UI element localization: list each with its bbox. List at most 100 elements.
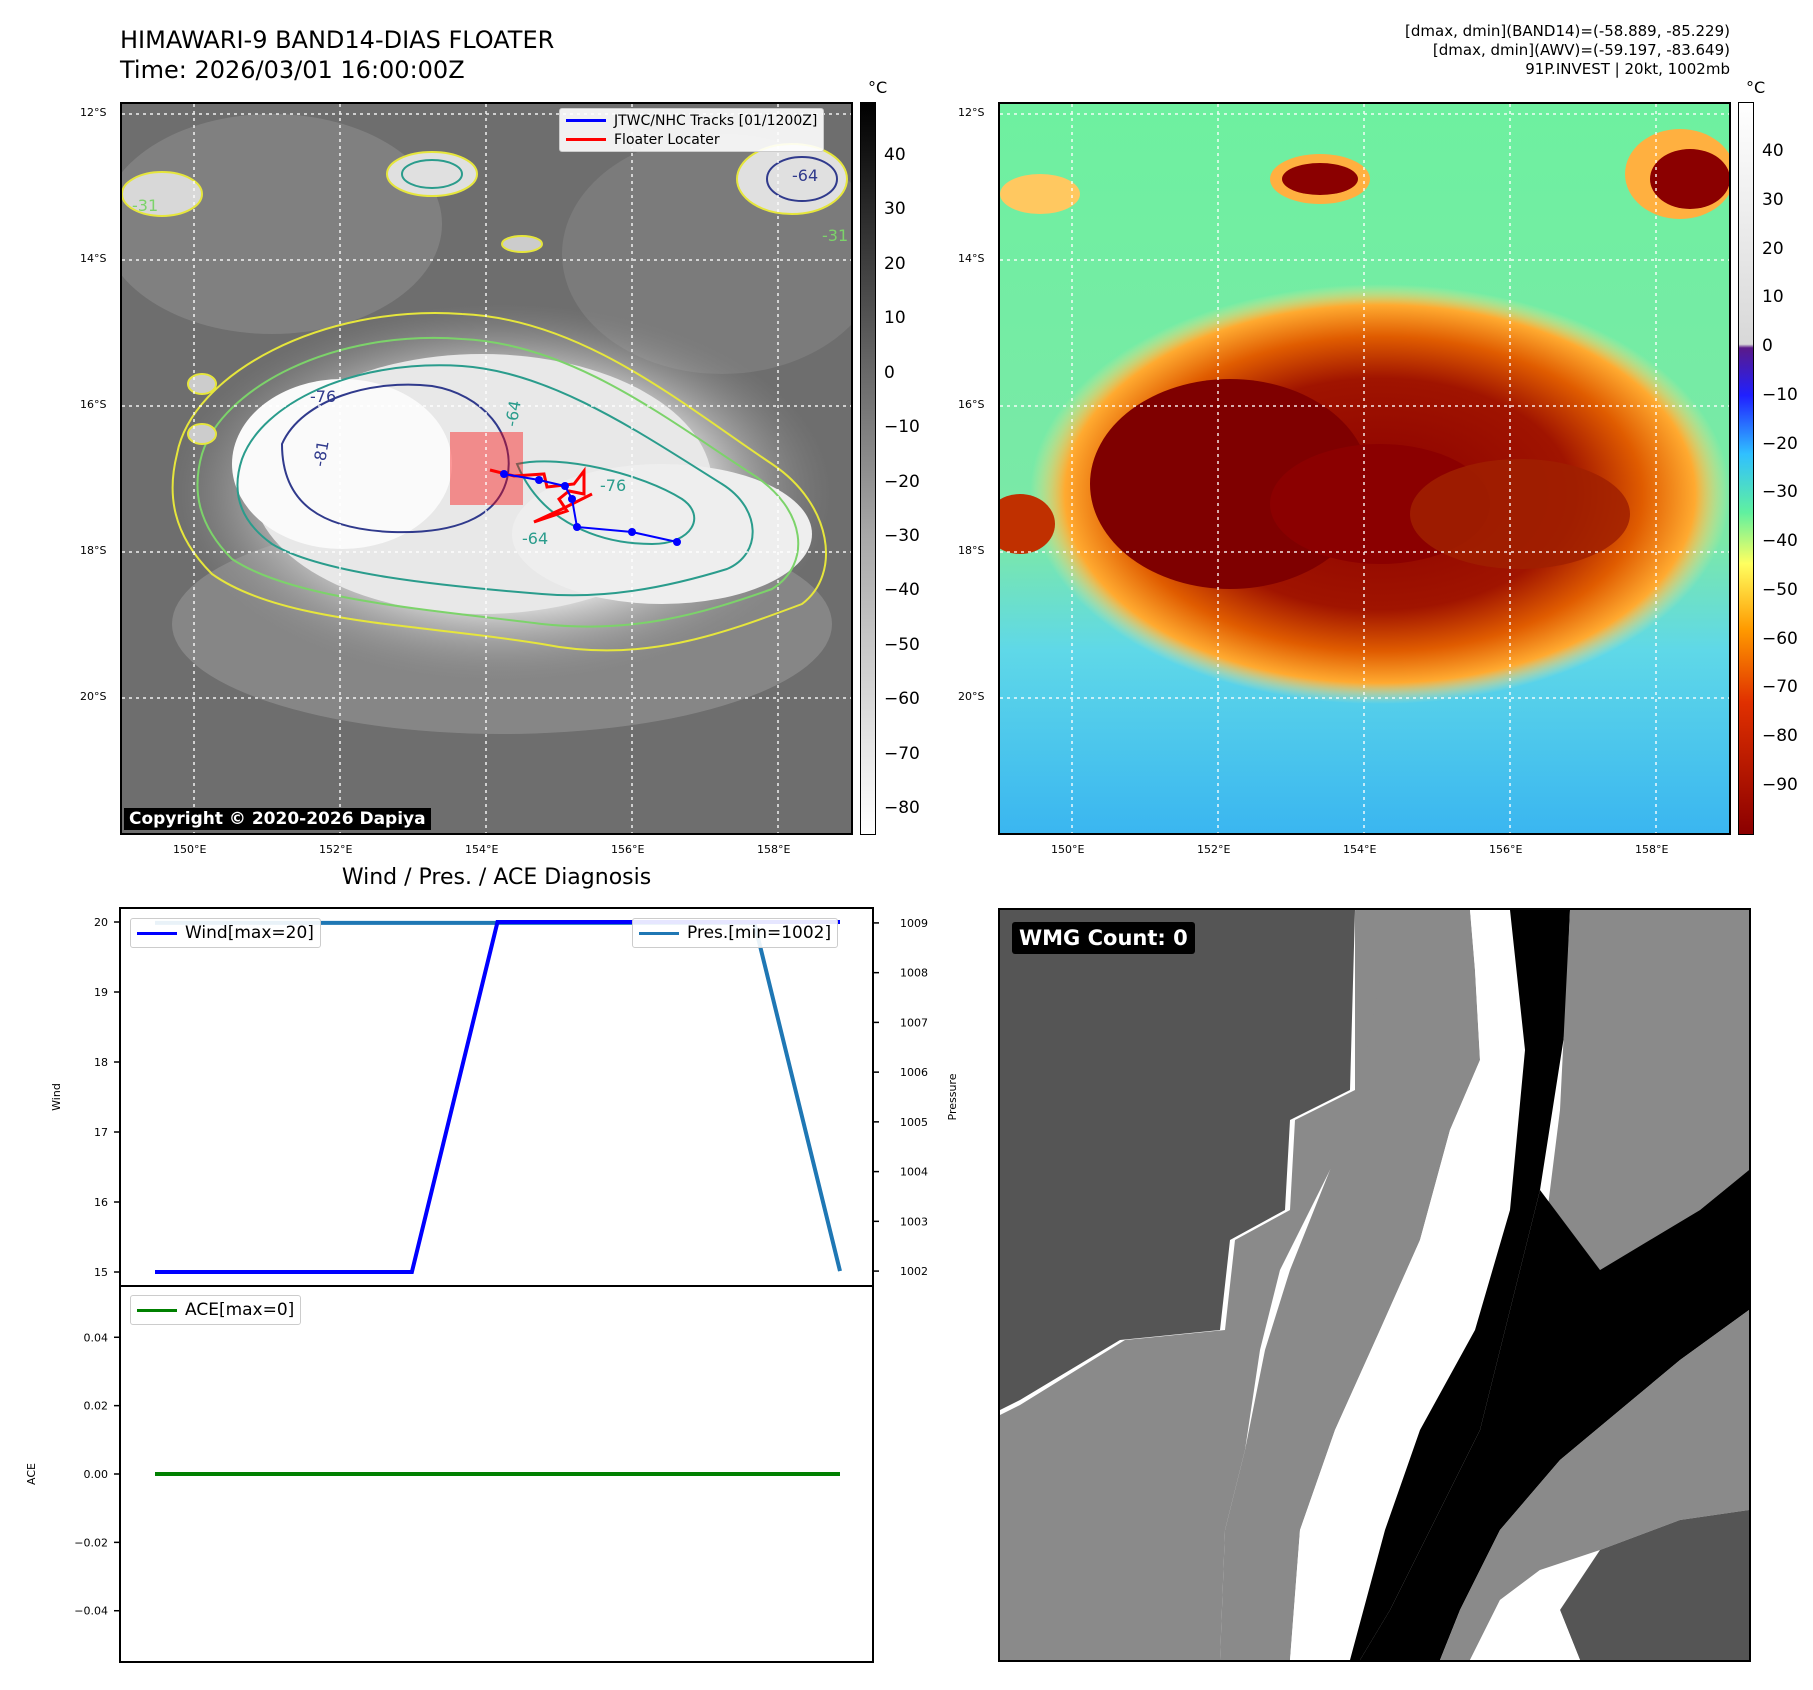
colorbar-tick: −50	[884, 634, 920, 655]
pressure-ytick-label: 1007	[900, 1016, 928, 1029]
colorbar-tick: −70	[884, 743, 920, 764]
pressure-ytick-label: 1008	[900, 967, 928, 980]
colorbar-tick: −90	[1762, 775, 1798, 795]
copyright: Copyright © 2020-2026 Dapiya	[124, 808, 431, 830]
lon-tick: 150°E	[173, 843, 207, 856]
ir-map	[122, 104, 851, 833]
pressure-ytick-label: 1003	[900, 1215, 928, 1228]
colorbar-tick: −70	[1762, 677, 1798, 698]
stat-awv: [dmax, dmin](AWV)=(-59.197, -83.649)	[1432, 41, 1730, 59]
stat-storm: 91P.INVEST | 20kt, 1002mb	[1525, 60, 1730, 78]
colorbar-tick: −60	[1762, 628, 1798, 649]
track-legend-label: JTWC/NHC Tracks [01/1200Z]	[614, 112, 818, 129]
lon-tick: 154°E	[1343, 843, 1377, 856]
contour-label: -76	[600, 476, 627, 495]
pressure-ytick-label: 1005	[900, 1116, 928, 1129]
lon-tick: 152°E	[1197, 843, 1231, 856]
wind-legend: Wind[max=20]	[130, 918, 321, 948]
colorbar-tick: 0	[884, 362, 895, 383]
ir-map-panel: -76 -81 -64 -76 -64 -31 -64 -31 JTWC/NHC…	[120, 102, 853, 835]
lat-tick: 16°S	[958, 398, 985, 411]
colorbar-tick: −20	[884, 471, 920, 492]
contour-label: -64	[792, 166, 819, 185]
contour-label: -76	[310, 387, 337, 406]
colorbar-tick: −80	[884, 798, 920, 818]
colorbar-tick: 20	[884, 253, 906, 274]
colorbar-gray	[860, 102, 876, 835]
chart-title: HIMAWARI-9 BAND14-DIAS FLOATER	[120, 26, 555, 54]
colorbar-tick: 20	[1762, 238, 1784, 259]
colorbar-tick: −20	[1762, 433, 1798, 454]
chart-time: Time: 2026/03/01 16:00:00Z	[120, 56, 465, 84]
wind-legend-label: Wind[max=20]	[185, 923, 314, 943]
colorbar-unit: °C	[1746, 78, 1766, 97]
lon-tick: 156°E	[611, 843, 645, 856]
lon-tick: 150°E	[1051, 843, 1085, 856]
wind-ylabel: Wind	[50, 1083, 63, 1111]
colorbar-tick: −60	[884, 689, 920, 710]
lat-tick: 14°S	[80, 252, 107, 265]
pressure-ylabel: Pressure	[946, 1073, 959, 1120]
colorbar-tick: −80	[1762, 726, 1798, 747]
ace-ytick-label: 0.04	[84, 1331, 109, 1344]
wind-ytick-label: 19	[94, 986, 108, 999]
lat-tick: 12°S	[958, 106, 985, 119]
ace-ytick-label: 0.02	[84, 1400, 109, 1413]
pressure-ytick-label: 1006	[900, 1066, 928, 1079]
lat-tick: 18°S	[80, 544, 107, 557]
colorbar-tick: 10	[884, 308, 906, 329]
contour-label: -64	[522, 529, 549, 548]
contour-label: -31	[132, 196, 159, 215]
diag-title: Wind / Pres. / ACE Diagnosis	[341, 865, 652, 890]
colorbar-unit: °C	[868, 78, 888, 97]
enhanced-map	[1000, 104, 1729, 833]
lat-tick: 20°S	[958, 690, 985, 703]
ace-legend-label: ACE[max=0]	[185, 1300, 295, 1320]
wmg-count: WMG Count: 0	[1012, 922, 1195, 954]
ace-ytick-label: −0.02	[74, 1536, 108, 1549]
lat-tick: 18°S	[958, 544, 985, 557]
colorbar-tick: −30	[884, 525, 920, 546]
lon-tick: 154°E	[465, 843, 499, 856]
stat-band14: [dmax, dmin](BAND14)=(-58.889, -85.229)	[1405, 22, 1730, 40]
pressure-ytick-label: 1002	[900, 1265, 928, 1278]
lon-tick: 158°E	[1635, 843, 1669, 856]
contour-label: -31	[822, 226, 849, 245]
map-legend: JTWC/NHC Tracks [01/1200Z] Floater Locat…	[559, 108, 825, 152]
wind-ytick-label: 15	[94, 1266, 108, 1279]
wind-axis: 15 16 17 18 19 20	[94, 916, 120, 1279]
lat-tick: 20°S	[80, 690, 107, 703]
ace-legend: ACE[max=0]	[130, 1295, 302, 1325]
wind-legend-swatch	[137, 931, 177, 935]
pressure-ytick-label: 1009	[900, 917, 928, 930]
colorbar-tick: −40	[1762, 531, 1798, 552]
wind-ytick-label: 18	[94, 1056, 108, 1069]
pressure-legend-swatch	[639, 931, 679, 935]
lat-tick: 16°S	[80, 398, 107, 411]
wmg-map	[1000, 910, 1749, 1660]
ace-ylabel: ACE	[25, 1463, 38, 1485]
track-legend-swatch	[566, 119, 606, 122]
lon-tick: 152°E	[319, 843, 353, 856]
lat-tick: 14°S	[958, 252, 985, 265]
lat-tick: 12°S	[80, 106, 107, 119]
colorbar-tick: −40	[884, 580, 920, 601]
colorbar-tick: 0	[1762, 336, 1773, 357]
wind-ytick-label: 16	[94, 1196, 108, 1209]
wind-ytick-label: 20	[94, 916, 108, 929]
colorbar-tick: −10	[884, 417, 920, 438]
wind-ytick-label: 17	[94, 1126, 108, 1139]
colorbar-tick: −10	[1762, 384, 1798, 405]
pressure-legend-label: Pres.[min=1002]	[687, 923, 832, 943]
lon-tick: 156°E	[1489, 843, 1523, 856]
wmg-panel: WMG Count: 0	[998, 908, 1751, 1662]
colorbar-tick: −50	[1762, 579, 1798, 600]
floater-legend-swatch	[566, 138, 606, 141]
lon-tick: 158°E	[757, 843, 791, 856]
colorbar-tick: 30	[884, 199, 906, 220]
ace-legend-swatch	[137, 1308, 177, 1312]
ace-ytick-label: −0.04	[74, 1605, 108, 1618]
ace-axis: 0.04 0.02 0.00 −0.02 −0.04	[74, 1331, 120, 1618]
colorbar-tick: 40	[884, 145, 906, 165]
pressure-axis: 1002 1003 1004 1005 1006 1007 1008 1009	[873, 917, 928, 1278]
